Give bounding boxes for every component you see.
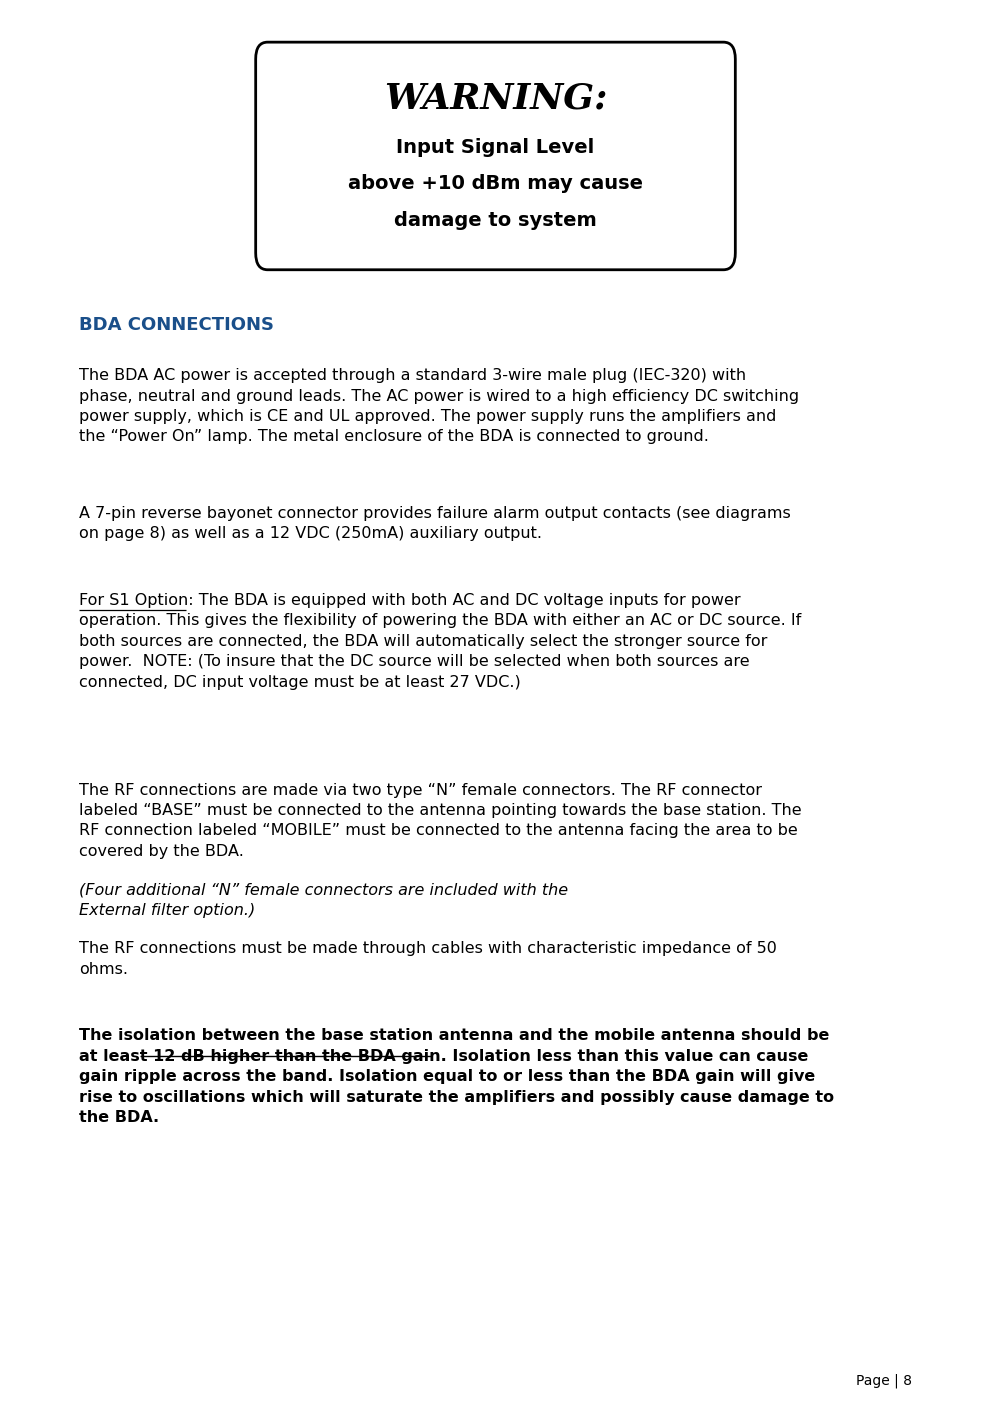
Text: Input Signal Level: Input Signal Level [396, 138, 595, 157]
Text: BDA CONNECTIONS: BDA CONNECTIONS [79, 316, 275, 334]
Text: The BDA AC power is accepted through a standard 3-wire male plug (IEC-320) with
: The BDA AC power is accepted through a s… [79, 368, 800, 444]
Text: A 7-pin reverse bayonet connector provides failure alarm output contacts (see di: A 7-pin reverse bayonet connector provid… [79, 506, 791, 541]
Text: The isolation between the base station antenna and the mobile antenna should be
: The isolation between the base station a… [79, 1028, 834, 1125]
Text: damage to system: damage to system [394, 211, 597, 230]
FancyBboxPatch shape [256, 42, 735, 270]
Text: The RF connections must be made through cables with characteristic impedance of : The RF connections must be made through … [79, 941, 777, 976]
Text: For S1 Option: The BDA is equipped with both AC and DC voltage inputs for power
: For S1 Option: The BDA is equipped with … [79, 593, 802, 690]
Text: above +10 dBm may cause: above +10 dBm may cause [348, 174, 643, 194]
Text: Page | 8: Page | 8 [855, 1374, 912, 1388]
Text: (Four additional “N” female connectors are included with the
External filter opt: (Four additional “N” female connectors a… [79, 882, 569, 917]
Text: WARNING:: WARNING: [384, 81, 607, 115]
Text: The RF connections are made via two type “N” female connectors. The RF connector: The RF connections are made via two type… [79, 783, 802, 858]
